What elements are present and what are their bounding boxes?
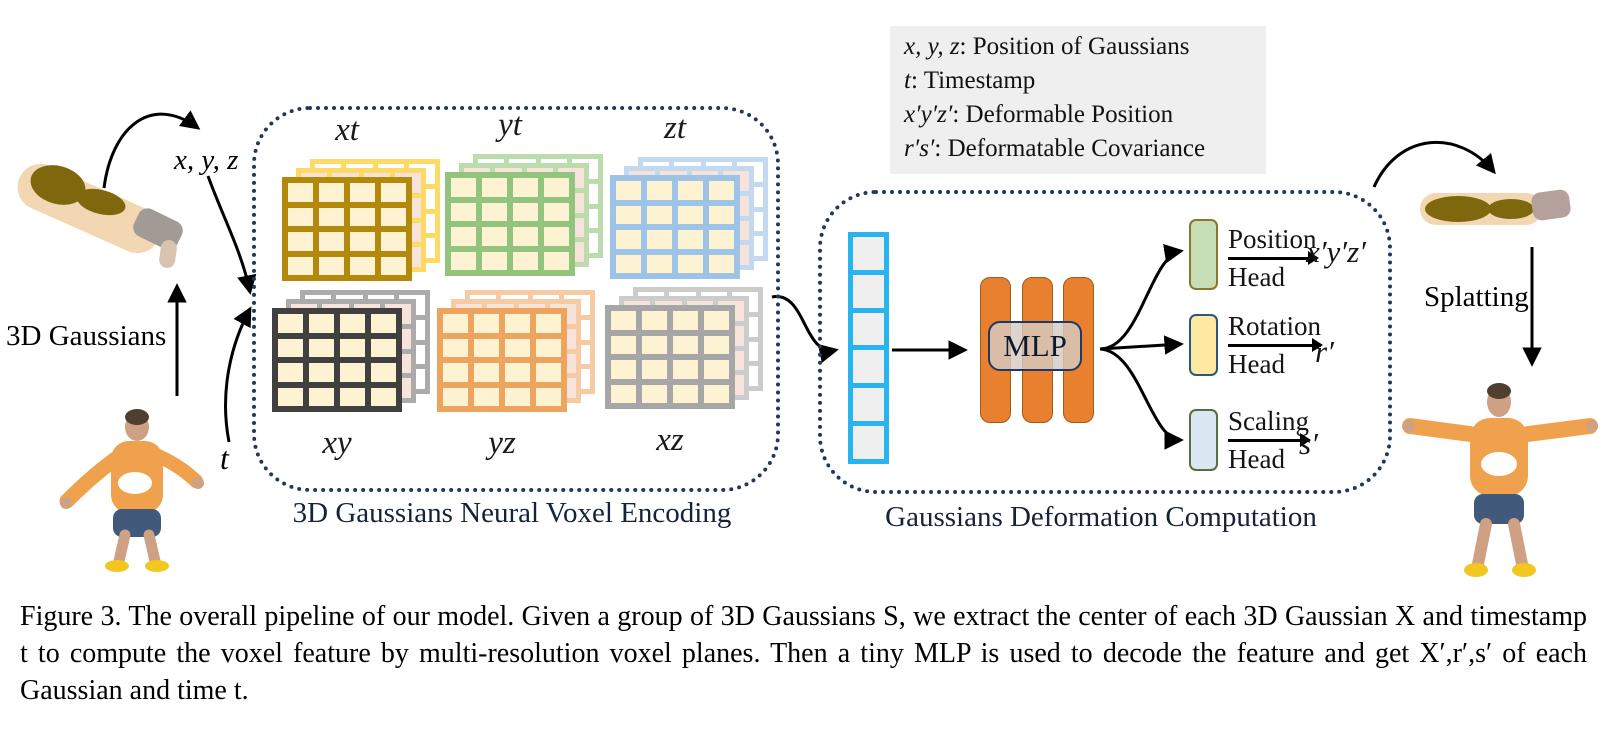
input-gaussians-label: 3D Gaussians	[6, 320, 167, 352]
head-suffix: Head	[1228, 349, 1285, 379]
legend-term: x′y′z′	[904, 101, 953, 128]
legend-desc: : Timestamp	[910, 67, 1036, 94]
voxel-grid-front	[437, 308, 567, 412]
legend-desc: : Deformatable Covariance	[934, 135, 1206, 162]
legend-box: x, y, z: Position of Gaussians t: Timest…	[890, 26, 1266, 174]
plane-label: xy	[322, 425, 352, 461]
mlp-label: MLP	[1003, 328, 1067, 363]
gaussian-arm-image-right	[1420, 188, 1572, 232]
head-name: Scaling	[1228, 406, 1309, 436]
plane-label: yt	[498, 107, 522, 143]
legend-term: r′s′	[904, 135, 935, 162]
feature-vector	[848, 232, 889, 464]
arrow-t-to-encoder	[224, 306, 252, 443]
deformation-module-box	[818, 190, 1392, 494]
arrow-deform-to-hand	[1372, 140, 1496, 188]
caption-line: t to compute the voxel feature by multi-…	[20, 638, 1587, 669]
plane-stack-yt: yt	[445, 107, 609, 276]
plane-stack-yz: yz	[437, 290, 601, 461]
rotation-head-label: Rotation Head	[1228, 311, 1323, 379]
plane-stack-xz: xz	[605, 287, 769, 458]
position-head-box	[1189, 219, 1218, 290]
scaling-head-output: s′	[1299, 426, 1318, 461]
position-head-output: x′y′z′	[1306, 234, 1366, 269]
voxel-grid-front	[445, 172, 575, 276]
legend-term: t	[904, 67, 911, 94]
legend-item: t: Timestamp	[904, 64, 1252, 98]
rotation-head-box	[1189, 314, 1218, 376]
figure-caption: Figure 3. The overall pipeline of our mo…	[20, 598, 1587, 709]
deformation-module-title: Gaussians Deformation Computation	[885, 501, 1317, 533]
right-arrow-icon	[1228, 338, 1323, 352]
right-arrow-icon	[1228, 433, 1311, 447]
caption-line: Gaussian and time t.	[20, 675, 249, 706]
plane-stack-xy: xy	[272, 290, 436, 461]
gaussian-blob-large	[1425, 196, 1491, 222]
arm-fingers	[158, 239, 178, 269]
plane-stack-xt: xt	[282, 112, 446, 281]
input-xyz-label: x, y, z	[174, 144, 239, 176]
plane-label: zt	[663, 110, 686, 146]
right-arrow-icon	[1228, 251, 1319, 265]
voxel-grid-front	[282, 177, 412, 281]
arrow-xyz-to-encoder	[206, 175, 257, 295]
person-image-left	[59, 409, 204, 572]
legend-item: r′s′: Deformatable Covariance	[904, 132, 1252, 166]
head-name: Position	[1228, 224, 1317, 254]
position-head-label: Position Head	[1228, 224, 1319, 292]
scaling-head-label: Scaling Head	[1228, 406, 1311, 474]
splatting-label: Splatting	[1424, 281, 1529, 313]
person-image-right	[1402, 383, 1598, 577]
mlp-label-box: MLP	[988, 321, 1082, 371]
input-t-label: t	[220, 440, 229, 476]
plane-stack-zt: zt	[610, 110, 774, 279]
voxel-grid-front	[272, 308, 402, 412]
caption-line: Figure 3. The overall pipeline of our mo…	[20, 601, 1587, 632]
voxel-grid-front	[610, 175, 740, 279]
arm-hand-gray	[1530, 188, 1572, 222]
rotation-head-output: r′	[1315, 334, 1334, 369]
head-name: Rotation	[1228, 311, 1321, 341]
gaussian-blob-small	[1488, 199, 1534, 219]
legend-desc: : Deformable Position	[952, 101, 1174, 128]
head-suffix: Head	[1228, 262, 1285, 292]
plane-label: xt	[335, 112, 359, 148]
plane-label: xz	[656, 422, 684, 458]
encoding-module-title: 3D Gaussians Neural Voxel Encoding	[292, 497, 732, 529]
voxel-grid-front	[605, 305, 735, 409]
head-suffix: Head	[1228, 444, 1285, 474]
gaussian-arm-image-left	[10, 150, 188, 278]
plane-label: yz	[488, 425, 516, 461]
legend-term: x, y, z	[904, 33, 960, 60]
legend-item: x′y′z′: Deformable Position	[904, 98, 1252, 132]
scaling-head-box	[1189, 409, 1218, 471]
legend-item: x, y, z: Position of Gaussians	[904, 30, 1252, 64]
legend-desc: : Position of Gaussians	[959, 33, 1190, 60]
encoding-module-box	[252, 106, 780, 492]
